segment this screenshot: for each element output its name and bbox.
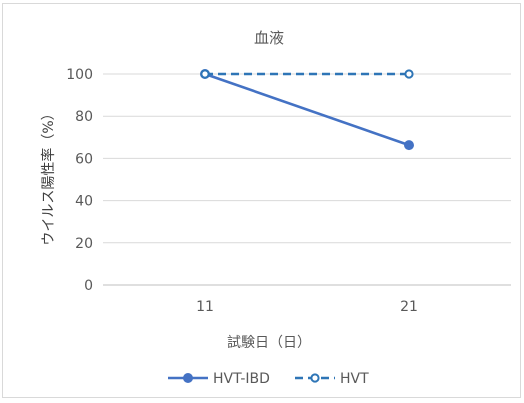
- y-tick-labels: 0 20 40 60 80 100: [66, 67, 93, 294]
- x-tick-labels: 11 21: [196, 299, 418, 315]
- y-tick-label: 40: [75, 194, 93, 210]
- legend-marker-hvt-ibd: [183, 373, 193, 383]
- legend-label-hvt: HVT: [340, 371, 369, 387]
- y-tick-label: 60: [75, 151, 93, 167]
- series-layer: [200, 69, 414, 151]
- data-point-hvt-21: [404, 69, 414, 79]
- data-point-hvt-ibd-21: [404, 140, 414, 151]
- chart-frame: 血液 0 20 40 60 80 100 11 21 ウイルス陽性率（%） 試験日（日） H…: [2, 3, 521, 398]
- legend-marker-hvt: [310, 373, 320, 383]
- legend-label-hvt-ibd: HVT-IBD: [213, 371, 270, 387]
- line-chart: 血液 0 20 40 60 80 100 11 21 ウイルス陽性率（%） 試験日（日） H…: [40, 29, 511, 387]
- legend: HVT-IBD HVT: [168, 371, 369, 387]
- y-tick-label: 0: [84, 278, 93, 294]
- y-tick-label: 80: [75, 109, 93, 125]
- data-point-hvt-11: [200, 69, 210, 79]
- series-line-hvt-ibd: [204, 72, 410, 147]
- x-axis-label: 試験日（日）: [227, 335, 311, 351]
- x-tick-label: 11: [196, 299, 214, 315]
- y-tick-label: 20: [75, 236, 93, 252]
- y-axis-label: ウイルス陽性率（%）: [40, 106, 57, 245]
- y-tick-label: 100: [66, 67, 93, 83]
- chart-title: 血液: [254, 29, 284, 47]
- gridlines: [103, 73, 511, 286]
- x-tick-label: 21: [400, 299, 418, 315]
